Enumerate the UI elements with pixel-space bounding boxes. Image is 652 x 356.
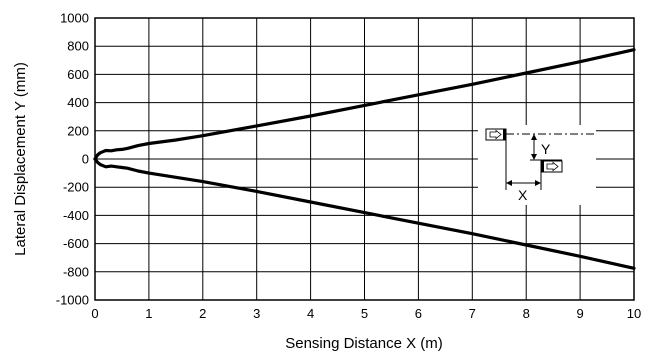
curves (93, 48, 636, 270)
x-tick-label: 10 (627, 306, 641, 321)
y-tick-label: 1000 (60, 11, 89, 26)
emitter-icon (485, 128, 507, 141)
x-tick-label: 8 (523, 306, 530, 321)
y-tick-label: 400 (67, 95, 89, 110)
lower-boundary-curve (93, 157, 636, 270)
x-tick-label: 1 (145, 306, 152, 321)
y-tick-label: 200 (67, 123, 89, 138)
y-tick-label: -600 (63, 236, 89, 251)
y-tick-label: 800 (67, 39, 89, 54)
x-tick-label: 7 (469, 306, 476, 321)
y-tick-label: -200 (63, 180, 89, 195)
x-tick-label: 9 (576, 306, 583, 321)
inset-x-arrowhead-left (506, 180, 512, 186)
plot-frame (94, 17, 635, 301)
x-tick-label: 6 (415, 306, 422, 321)
x-tick-label: 3 (253, 306, 260, 321)
plot-border (94, 17, 635, 301)
inset-y-arrowhead-bottom (531, 154, 537, 160)
inset-x-label: X (518, 187, 528, 203)
x-tick-label: 0 (91, 306, 98, 321)
y-tick-label: -1000 (56, 293, 89, 308)
inset-y-label: Y (541, 141, 551, 157)
y-tick-label: -800 (63, 264, 89, 279)
y-axis-title: Lateral Displacement Y (mm) (12, 62, 29, 256)
x-tick-label: 5 (361, 306, 368, 321)
inset-x-arrowhead-right (535, 180, 541, 186)
x-axis-title: Sensing Distance X (m) (285, 335, 443, 352)
tick-labels: 0 1 2 3 4 5 6 7 8 9 10 1000 800 600 400 200 0 -200 -400 -60… (56, 11, 641, 322)
x-tick-label: 2 (199, 306, 206, 321)
y-tick-label: -400 (63, 208, 89, 223)
y-tick-label: 0 (82, 152, 89, 167)
inset-y-arrowhead-top (531, 134, 537, 140)
y-tick-label: 600 (67, 67, 89, 82)
x-tick-label: 4 (307, 306, 314, 321)
receiver-icon (540, 160, 563, 173)
upper-boundary-curve (93, 48, 636, 161)
inset-diagram: Y X (478, 125, 596, 205)
